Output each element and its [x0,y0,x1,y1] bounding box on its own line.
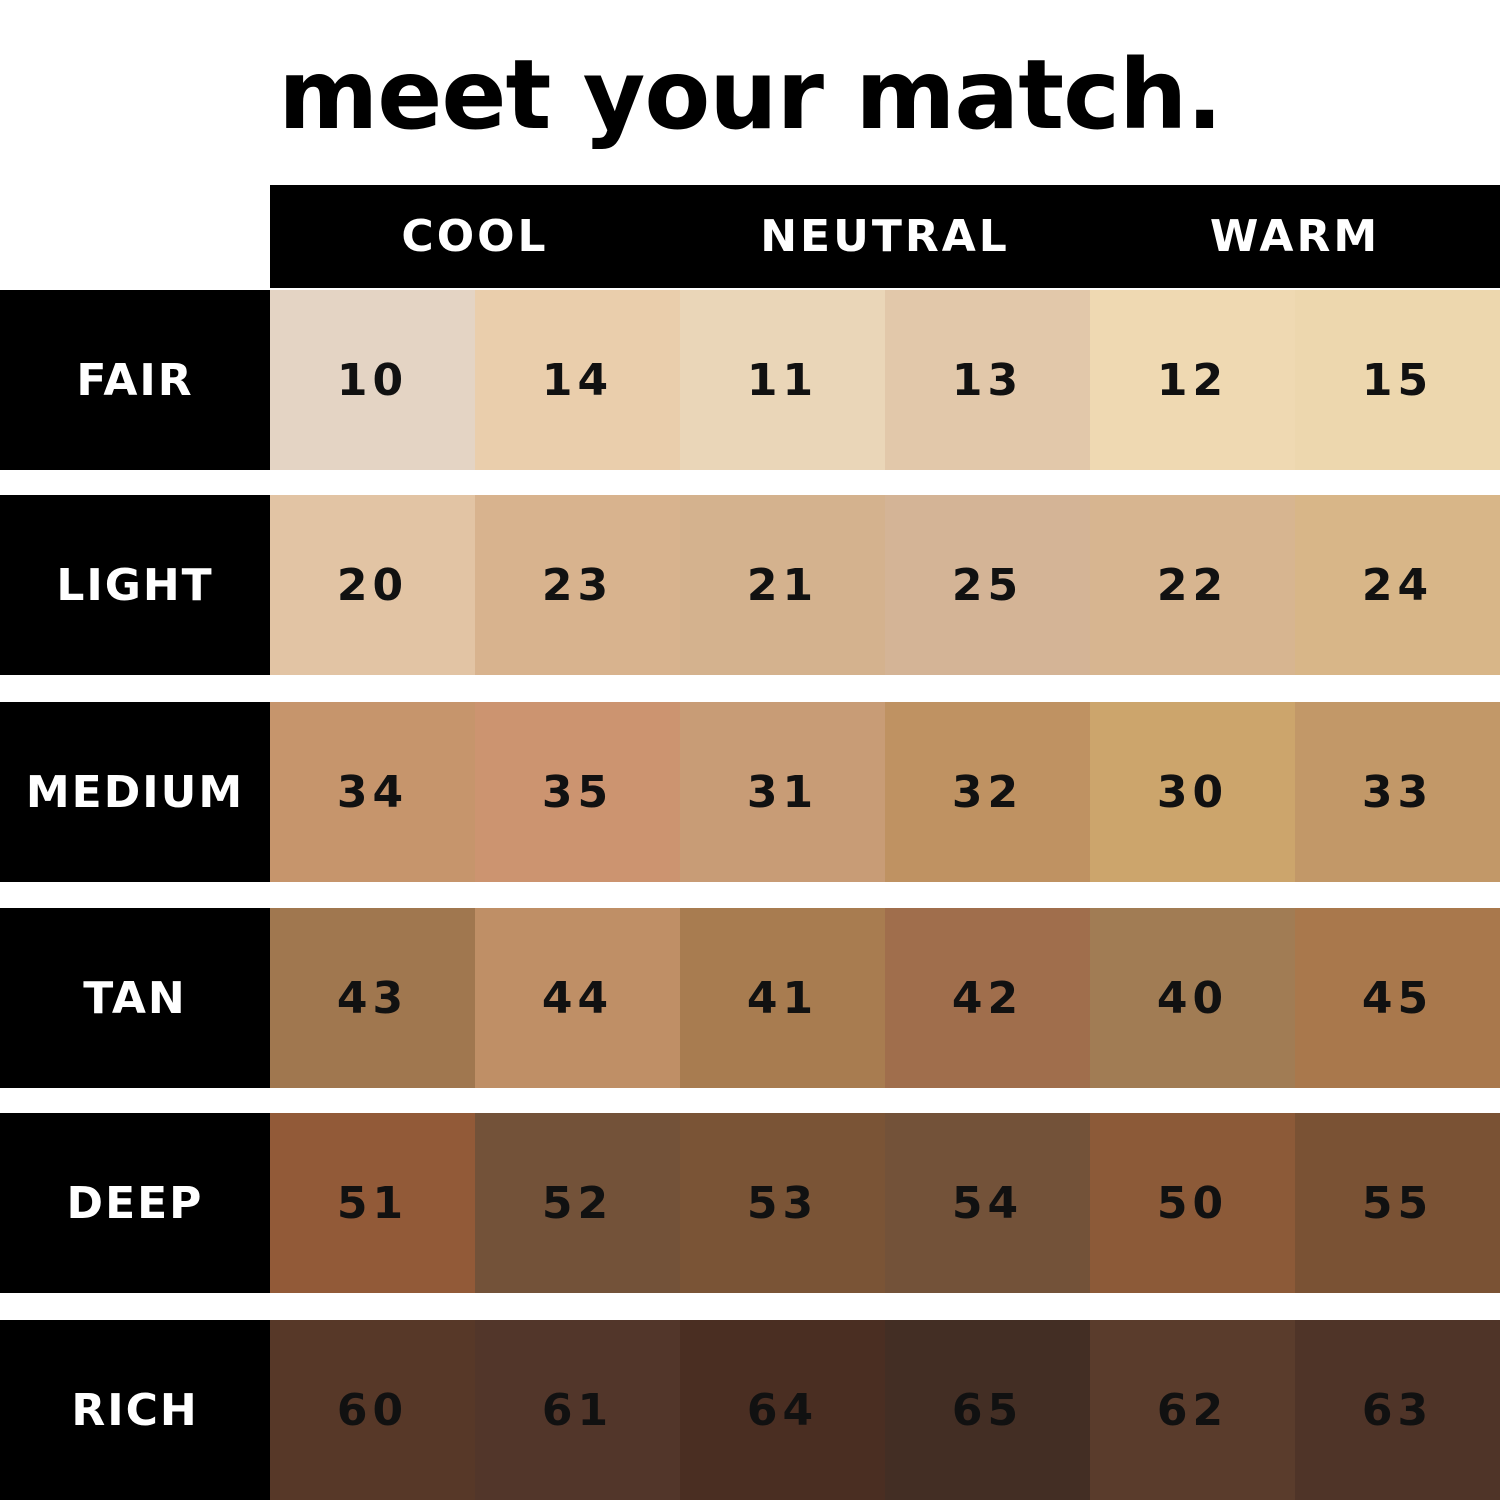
shade-swatch: 14 [475,290,680,470]
shade-swatch: 53 [680,1113,885,1293]
shade-swatch: 43 [270,908,475,1088]
undertone-header: COOL NEUTRAL WARM [270,185,1500,288]
shade-swatch: 11 [680,290,885,470]
shade-swatch: 55 [1295,1113,1500,1293]
shade-swatch: 45 [1295,908,1500,1088]
row-label: TAN [0,908,270,1088]
shade-swatch: 61 [475,1320,680,1500]
shade-swatch: 52 [475,1113,680,1293]
row-label: FAIR [0,290,270,470]
shade-swatch: 32 [885,702,1090,882]
shade-row-medium: MEDIUM 34 35 31 32 30 33 [0,702,1500,882]
page-title: meet your match. [278,39,1223,151]
shade-swatch: 50 [1090,1113,1295,1293]
shade-swatch: 65 [885,1320,1090,1500]
shade-swatch: 12 [1090,290,1295,470]
shade-swatch: 62 [1090,1320,1295,1500]
shade-swatch: 25 [885,495,1090,675]
shade-swatch: 31 [680,702,885,882]
shade-swatch: 33 [1295,702,1500,882]
shade-swatch: 30 [1090,702,1295,882]
shade-swatch: 44 [475,908,680,1088]
shade-swatch: 40 [1090,908,1295,1088]
shade-swatch: 42 [885,908,1090,1088]
shade-swatch: 20 [270,495,475,675]
shade-swatch: 10 [270,290,475,470]
column-header-cool: COOL [401,211,549,262]
shade-swatch: 51 [270,1113,475,1293]
shade-swatch: 35 [475,702,680,882]
shade-swatch: 21 [680,495,885,675]
shade-swatch: 24 [1295,495,1500,675]
shade-swatch: 64 [680,1320,885,1500]
row-label: DEEP [0,1113,270,1293]
shade-swatch: 41 [680,908,885,1088]
shade-swatch: 54 [885,1113,1090,1293]
shade-swatch: 23 [475,495,680,675]
column-header-neutral: NEUTRAL [760,211,1010,262]
shade-swatch: 15 [1295,290,1500,470]
shade-swatch: 63 [1295,1320,1500,1500]
shade-swatch: 13 [885,290,1090,470]
row-label: MEDIUM [0,702,270,882]
shade-row-rich: RICH 60 61 64 65 62 63 [0,1320,1500,1500]
shade-swatch: 60 [270,1320,475,1500]
shade-row-tan: TAN 43 44 41 42 40 45 [0,908,1500,1088]
shade-swatch: 22 [1090,495,1295,675]
shade-swatch: 34 [270,702,475,882]
column-header-warm: WARM [1209,211,1381,262]
shade-row-fair: FAIR 10 14 11 13 12 15 [0,290,1500,470]
row-label: LIGHT [0,495,270,675]
row-label: RICH [0,1320,270,1500]
shade-row-light: LIGHT 20 23 21 25 22 24 [0,495,1500,675]
shade-row-deep: DEEP 51 52 53 54 50 55 [0,1113,1500,1293]
